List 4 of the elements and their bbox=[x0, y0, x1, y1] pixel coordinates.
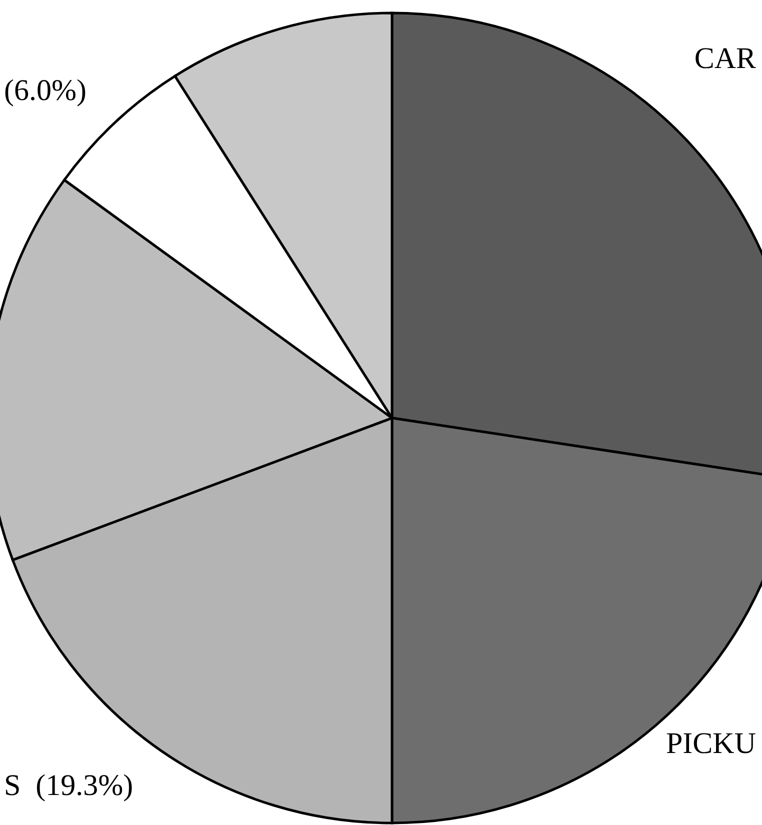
slice-label: CAR bbox=[694, 42, 756, 75]
data-label: (6.0%) bbox=[4, 74, 86, 107]
slice-label: PICKU bbox=[666, 727, 756, 760]
slice-label: S (19.3%) bbox=[4, 769, 134, 802]
